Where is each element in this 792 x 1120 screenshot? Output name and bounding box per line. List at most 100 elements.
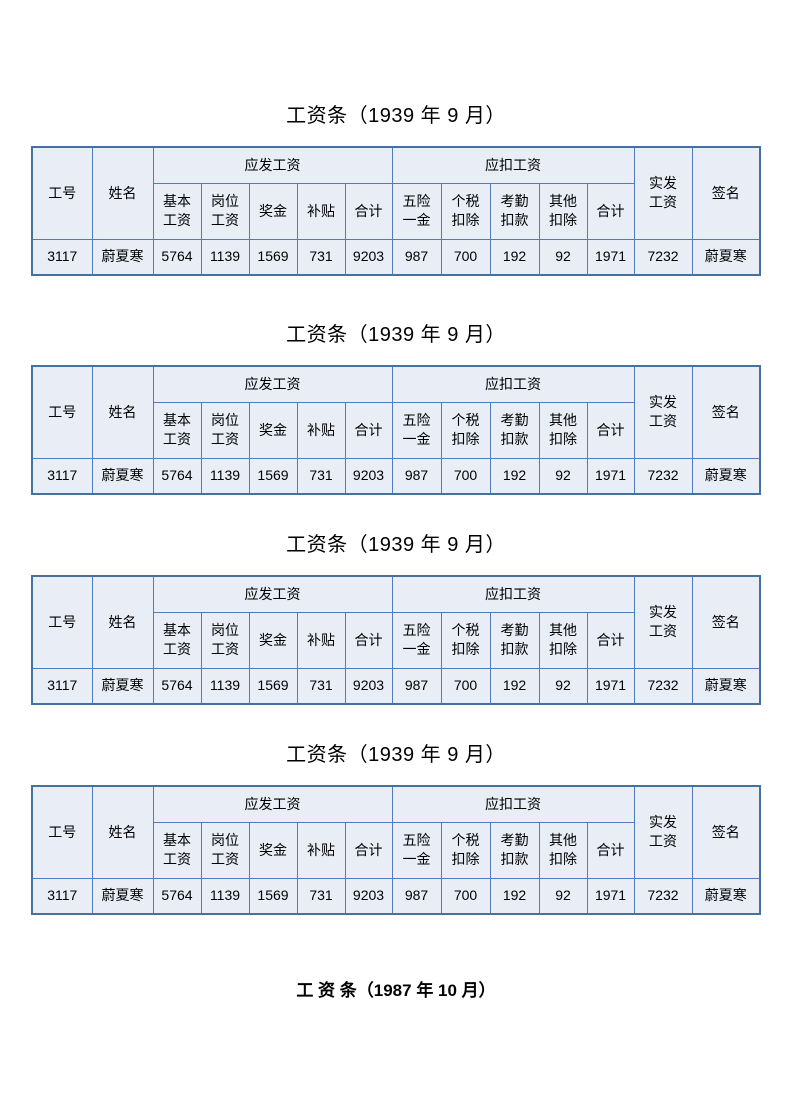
cell-employee-id: 3117 — [31, 667, 93, 705]
header-payable-total: 合计 — [344, 401, 393, 459]
header-deduction-total: 合计 — [586, 821, 635, 879]
header-basic-salary: 基本 工资 — [152, 821, 202, 879]
cell-employee-id: 3117 — [31, 877, 93, 915]
cell-net-pay: 7232 — [633, 457, 693, 495]
cell-attendance-deduction: 192 — [489, 877, 540, 915]
header-net-pay-line2: 工资 — [649, 623, 678, 640]
cell-other-deduction: 92 — [538, 877, 588, 915]
salary-slip-section: 工资条（1939 年 9 月） 工号 姓名 应发工资 应扣工资 实发 工资 签名 — [0, 742, 792, 922]
header-signature: 签名 — [691, 785, 761, 879]
cell-deduction-total: 1971 — [586, 238, 635, 276]
header-other-deduction: 其他 扣除 — [538, 182, 588, 240]
header-income-tax: 个税 扣除 — [440, 401, 491, 459]
cell-net-pay: 7232 — [633, 877, 693, 915]
salary-slip-title: 工资条（1939 年 9 月） — [286, 534, 506, 556]
cell-deduction-total: 1971 — [586, 877, 635, 915]
cell-signature: 蔚夏寒 — [691, 238, 761, 276]
salary-slip-section: 工资条（1939 年 9 月） 工号 姓名 应发工资 应扣工资 实发 工资 签名 — [0, 322, 792, 502]
cell-other-deduction: 92 — [538, 667, 588, 705]
cell-name: 蔚夏寒 — [91, 877, 154, 915]
header-name: 姓名 — [91, 575, 154, 669]
header-net-pay-line1: 实发 — [649, 814, 678, 831]
cell-net-pay: 7232 — [633, 238, 693, 276]
cell-post-salary: 1139 — [200, 457, 250, 495]
cell-name: 蔚夏寒 — [91, 667, 154, 705]
header-name: 姓名 — [91, 785, 154, 879]
header-deduction-total: 合计 — [586, 611, 635, 669]
header-net-pay: 实发 工资 — [633, 575, 693, 669]
header-net-pay: 实发 工资 — [633, 365, 693, 459]
header-deduction-group: 应扣工资 — [391, 575, 635, 613]
header-payable-group: 应发工资 — [152, 575, 393, 613]
header-allowance: 补贴 — [296, 821, 346, 879]
header-deduction-group: 应扣工资 — [391, 785, 635, 823]
header-income-tax: 个税 扣除 — [440, 182, 491, 240]
header-social-insurance: 五险 一金 — [391, 401, 442, 459]
header-post-salary: 岗位 工资 — [200, 821, 250, 879]
header-employee-id: 工号 — [31, 575, 93, 669]
cell-attendance-deduction: 192 — [489, 238, 540, 276]
header-payable-total: 合计 — [344, 182, 393, 240]
header-allowance: 补贴 — [296, 401, 346, 459]
header-net-pay-line1: 实发 — [649, 604, 678, 621]
cell-basic-salary: 5764 — [152, 877, 202, 915]
cell-income-tax: 700 — [440, 877, 491, 915]
header-allowance: 补贴 — [296, 182, 346, 240]
cell-signature: 蔚夏寒 — [691, 667, 761, 705]
cell-other-deduction: 92 — [538, 457, 588, 495]
cell-post-salary: 1139 — [200, 667, 250, 705]
cell-income-tax: 700 — [440, 238, 491, 276]
cell-post-salary: 1139 — [200, 877, 250, 915]
header-attendance-deduction: 考勤 扣款 — [489, 182, 540, 240]
header-payable-total: 合计 — [344, 611, 393, 669]
header-attendance-deduction: 考勤 扣款 — [489, 821, 540, 879]
cell-bonus: 1569 — [248, 238, 298, 276]
header-basic-salary: 基本 工资 — [152, 182, 202, 240]
header-signature: 签名 — [691, 365, 761, 459]
cell-basic-salary: 5764 — [152, 667, 202, 705]
salary-slip-title: 工资条（1939 年 9 月） — [286, 324, 506, 346]
header-net-pay-line2: 工资 — [649, 413, 678, 430]
header-net-pay-line1: 实发 — [649, 394, 678, 411]
header-employee-id: 工号 — [31, 365, 93, 459]
header-basic-salary: 基本 工资 — [152, 401, 202, 459]
header-bonus: 奖金 — [248, 401, 298, 459]
header-deduction-total: 合计 — [586, 401, 635, 459]
cell-attendance-deduction: 192 — [489, 667, 540, 705]
header-name: 姓名 — [91, 365, 154, 459]
header-payable-total: 合计 — [344, 821, 393, 879]
header-net-pay-line2: 工资 — [649, 833, 678, 850]
header-attendance-deduction: 考勤 扣款 — [489, 611, 540, 669]
salary-slip-section: 工资条（1939 年 9 月） 工号 姓名 应发工资 应扣工资 实发 工资 签名 — [0, 532, 792, 712]
cell-allowance: 731 — [296, 238, 346, 276]
cell-payable-total: 9203 — [344, 238, 393, 276]
salary-slip-table: 工号 姓名 应发工资 应扣工资 实发 工资 签名 基本 工资 岗位 工资 — [31, 365, 762, 495]
header-net-pay: 实发 工资 — [633, 785, 693, 879]
cell-social-insurance: 987 — [391, 877, 442, 915]
cell-payable-total: 9203 — [344, 877, 393, 915]
header-basic-salary: 基本 工资 — [152, 611, 202, 669]
cell-payable-total: 9203 — [344, 457, 393, 495]
header-bonus: 奖金 — [248, 182, 298, 240]
header-income-tax: 个税 扣除 — [440, 611, 491, 669]
cell-signature: 蔚夏寒 — [691, 877, 761, 915]
cell-social-insurance: 987 — [391, 238, 442, 276]
header-signature: 签名 — [691, 146, 761, 240]
cell-name: 蔚夏寒 — [91, 457, 154, 495]
header-social-insurance: 五险 一金 — [391, 182, 442, 240]
salary-slip-table: 工号 姓名 应发工资 应扣工资 实发 工资 签名 基本 工资 岗位 工资 — [31, 785, 762, 915]
cell-employee-id: 3117 — [31, 238, 93, 276]
cell-net-pay: 7232 — [633, 667, 693, 705]
header-deduction-group: 应扣工资 — [391, 365, 635, 403]
cell-attendance-deduction: 192 — [489, 457, 540, 495]
header-bonus: 奖金 — [248, 821, 298, 879]
cell-bonus: 1569 — [248, 457, 298, 495]
header-other-deduction: 其他 扣除 — [538, 401, 588, 459]
header-deduction-total: 合计 — [586, 182, 635, 240]
cell-post-salary: 1139 — [200, 238, 250, 276]
cell-basic-salary: 5764 — [152, 238, 202, 276]
salary-slip-title: 工资条（1939 年 9 月） — [286, 105, 506, 127]
header-attendance-deduction: 考勤 扣款 — [489, 401, 540, 459]
header-other-deduction: 其他 扣除 — [538, 611, 588, 669]
